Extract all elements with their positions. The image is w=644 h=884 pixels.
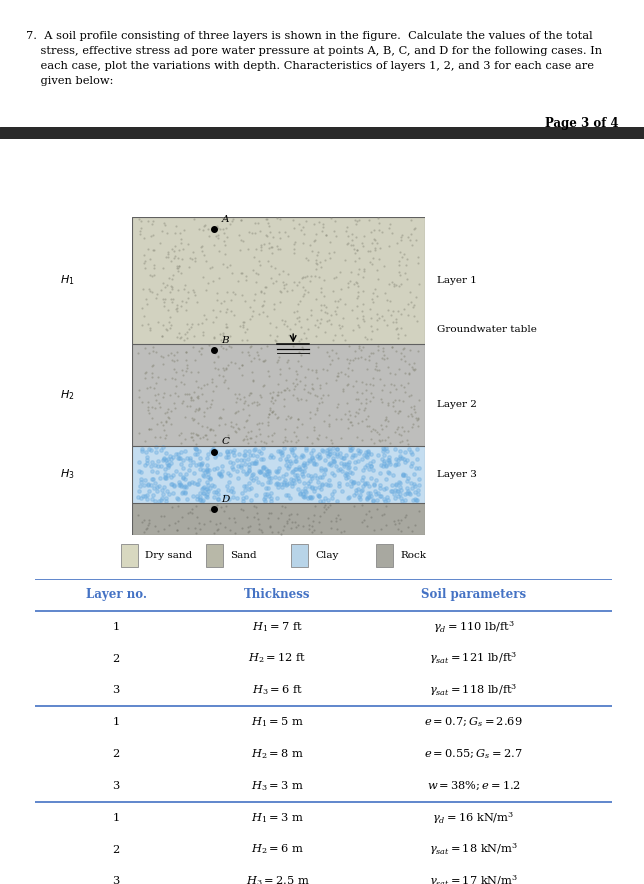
Bar (132, 217, 425, 344)
Text: Clay: Clay (315, 551, 338, 560)
Text: 1: 1 (113, 621, 120, 632)
Text: $\gamma_{sat} = 118$ lb/ft$^3$: $\gamma_{sat} = 118$ lb/ft$^3$ (430, 682, 518, 698)
Text: 2: 2 (113, 749, 120, 759)
Text: $H_1$: $H_1$ (61, 273, 75, 287)
Text: Layer 1: Layer 1 (437, 276, 477, 285)
Text: $\gamma_d = 16$ kN/m$^3$: $\gamma_d = 16$ kN/m$^3$ (432, 810, 515, 826)
Text: 1: 1 (113, 812, 120, 823)
Text: Groundwater table: Groundwater table (437, 325, 536, 334)
Text: 1: 1 (113, 717, 120, 728)
Text: C: C (222, 438, 229, 446)
Text: $e = 0.55; G_s = 2.7$: $e = 0.55; G_s = 2.7$ (424, 747, 523, 761)
Bar (121, 544, 138, 567)
Text: given below:: given below: (26, 76, 113, 86)
Text: $H_3 = 2.5$ m: $H_3 = 2.5$ m (246, 874, 309, 884)
Text: Page 3 of 4: Page 3 of 4 (545, 117, 618, 130)
Text: $\gamma_{sat} = 121$ lb/ft$^3$: $\gamma_{sat} = 121$ lb/ft$^3$ (430, 651, 518, 667)
Bar (132, 344, 425, 446)
Bar (132, 446, 425, 503)
Bar (291, 544, 308, 567)
Text: stress, effective stress ad pore water pressure at points A, B, C, and D for the: stress, effective stress ad pore water p… (26, 46, 602, 56)
Text: 3: 3 (113, 876, 120, 884)
Bar (132, 503, 425, 535)
Text: Layer 2: Layer 2 (437, 400, 477, 408)
Text: $H_1 = 3$ m: $H_1 = 3$ m (251, 811, 304, 825)
Text: $H_3 = 3$ m: $H_3 = 3$ m (251, 779, 304, 793)
Bar (206, 544, 223, 567)
Text: Soil parameters: Soil parameters (421, 589, 526, 601)
Text: $H_2 = 6$ m: $H_2 = 6$ m (251, 842, 304, 857)
Text: 3: 3 (113, 685, 120, 696)
Text: 2: 2 (113, 653, 120, 664)
Text: 3: 3 (113, 781, 120, 791)
Text: $H_1 = 7$ ft: $H_1 = 7$ ft (252, 620, 303, 634)
Text: Layer no.: Layer no. (86, 589, 147, 601)
Bar (376, 544, 393, 567)
Text: D: D (222, 495, 230, 504)
Text: $w = 38\%; e = 1.2$: $w = 38\%; e = 1.2$ (426, 780, 520, 792)
Text: B: B (222, 336, 229, 345)
Text: $\gamma_{sat} = 18$ kN/m$^3$: $\gamma_{sat} = 18$ kN/m$^3$ (429, 842, 518, 857)
Text: 2: 2 (113, 844, 120, 855)
Text: $e = 0.7; G_s = 2.69$: $e = 0.7; G_s = 2.69$ (424, 715, 523, 729)
Text: each case, plot the variations with depth. Characteristics of layers 1, 2, and 3: each case, plot the variations with dept… (26, 61, 594, 71)
Text: $H_1 = 5$ m: $H_1 = 5$ m (251, 715, 304, 729)
Text: Layer 3: Layer 3 (437, 470, 477, 479)
Text: $\gamma_{sat} = 17$ kN/m$^3$: $\gamma_{sat} = 17$ kN/m$^3$ (429, 873, 518, 884)
Text: $H_3 = 6$ ft: $H_3 = 6$ ft (252, 683, 303, 697)
Text: $H_2 = 8$ m: $H_2 = 8$ m (251, 747, 304, 761)
Text: $H_3$: $H_3$ (61, 468, 75, 481)
Text: Thickness: Thickness (244, 589, 311, 601)
Text: $H_2 = 12$ ft: $H_2 = 12$ ft (249, 652, 307, 666)
Text: Sand: Sand (230, 551, 257, 560)
Text: 7.  A soil profile consisting of three layers is shown in the figure.  Calculate: 7. A soil profile consisting of three la… (26, 31, 592, 41)
Text: Rock: Rock (400, 551, 426, 560)
Text: Dry sand: Dry sand (145, 551, 193, 560)
Text: $\gamma_d = 110$ lb/ft$^3$: $\gamma_d = 110$ lb/ft$^3$ (433, 619, 514, 635)
Text: $H_2$: $H_2$ (61, 388, 75, 401)
Text: A: A (222, 215, 229, 224)
